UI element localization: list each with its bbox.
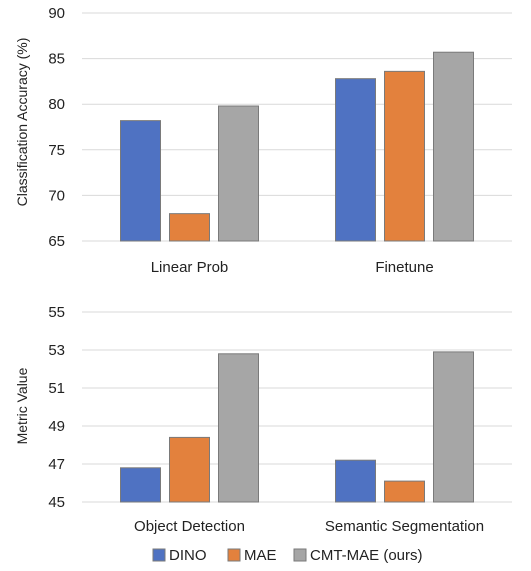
legend: DINO MAE CMT-MAE (ours) bbox=[152, 547, 423, 564]
legend-label-mae: MAE bbox=[244, 547, 277, 564]
category-label-linear-prob: Linear Prob bbox=[151, 259, 229, 276]
legend-label-cmt-mae: CMT-MAE (ours) bbox=[310, 547, 423, 564]
bar-dino-finetune bbox=[335, 78, 376, 242]
y-tick-label: 53 bbox=[48, 342, 65, 359]
bar-mae-finetune bbox=[384, 70, 425, 242]
bar-cmt-mae-ours-object-detection bbox=[218, 353, 259, 503]
bar-mae-semantic-segmentation bbox=[384, 480, 425, 503]
category-labels: Object Detection Semantic Segmentation bbox=[134, 518, 484, 535]
classification-accuracy-chart: 65 70 75 80 85 90 Linear Prob Finetune Classif… bbox=[14, 5, 512, 276]
bar-cmt-mae-ours-semantic-segmentation bbox=[433, 351, 474, 503]
category-label-finetune: Finetune bbox=[375, 259, 433, 276]
y-tick-label: 90 bbox=[48, 5, 65, 22]
y-tick-label: 80 bbox=[48, 96, 65, 113]
bar-mae-object-detection bbox=[169, 436, 210, 503]
y-tick-label: 45 bbox=[48, 494, 65, 511]
legend-swatch-cmt-mae bbox=[293, 548, 307, 562]
category-label-semantic-segmentation: Semantic Segmentation bbox=[325, 518, 484, 535]
bars bbox=[120, 351, 474, 503]
y-axis-label: Metric Value bbox=[14, 367, 30, 444]
legend-label-dino: DINO bbox=[169, 547, 207, 564]
y-tick-label: 47 bbox=[48, 456, 65, 473]
y-tick-labels: 65 70 75 80 85 90 bbox=[48, 5, 65, 250]
y-tick-label: 75 bbox=[48, 142, 65, 159]
bar-mae-linear-prob bbox=[169, 213, 210, 242]
bar-cmt-mae-ours-linear-prob bbox=[218, 105, 259, 242]
metric-value-chart: 45 47 49 51 53 55 Object Detection Semantic Se… bbox=[14, 304, 512, 535]
category-labels: Linear Prob Finetune bbox=[151, 259, 434, 276]
bar-dino-semantic-segmentation bbox=[335, 459, 376, 503]
category-label-object-detection: Object Detection bbox=[134, 518, 245, 535]
bar-cmt-mae-ours-finetune bbox=[433, 51, 474, 242]
y-tick-label: 85 bbox=[48, 51, 65, 68]
y-tick-label: 70 bbox=[48, 187, 65, 204]
y-tick-label: 51 bbox=[48, 380, 65, 397]
legend-swatch-mae bbox=[227, 548, 241, 562]
bar-dino-linear-prob bbox=[120, 120, 161, 242]
y-axis-label: Classification Accuracy (%) bbox=[14, 38, 30, 207]
y-tick-label: 65 bbox=[48, 233, 65, 250]
bars bbox=[120, 51, 474, 242]
y-tick-label: 49 bbox=[48, 418, 65, 435]
legend-swatch-dino bbox=[152, 548, 166, 562]
y-tick-labels: 45 47 49 51 53 55 bbox=[48, 304, 65, 511]
bar-dino-object-detection bbox=[120, 467, 161, 503]
y-tick-label: 55 bbox=[48, 304, 65, 321]
